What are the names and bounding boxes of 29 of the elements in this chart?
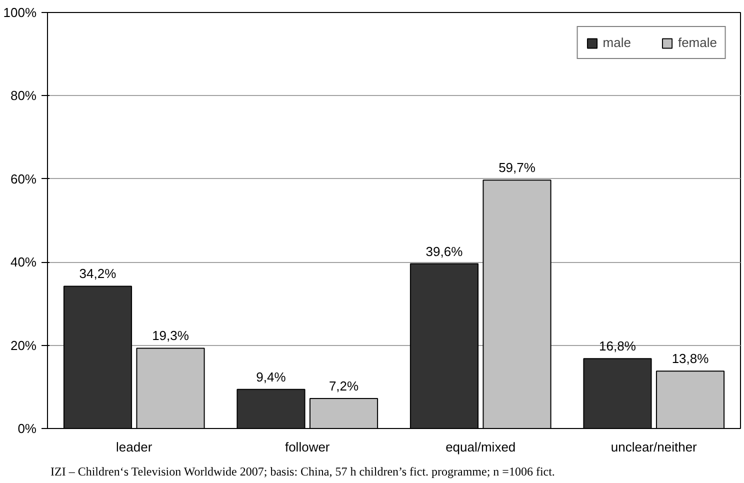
data-label: 39,6% — [426, 244, 464, 259]
y-tick-label: 100% — [3, 5, 37, 20]
bar — [136, 348, 205, 428]
data-label: 7,2% — [328, 378, 360, 394]
bar — [309, 398, 378, 428]
bar — [63, 286, 132, 428]
bar — [236, 388, 306, 428]
y-tick-label: 80% — [10, 88, 37, 104]
bar — [410, 263, 479, 428]
data-label: 13,8% — [672, 351, 710, 366]
data-label: 9,4% — [256, 369, 286, 384]
y-tick-label: 20% — [10, 338, 37, 353]
x-tick-label: equal/mixed — [446, 440, 516, 454]
x-tick-label: follower — [284, 440, 330, 454]
bar — [482, 180, 552, 428]
data-label: 16,8% — [599, 338, 636, 354]
bar — [656, 370, 725, 428]
y-tick-label: 40% — [10, 254, 37, 270]
data-label: 19,3% — [152, 328, 190, 344]
y-tick-label: 60% — [10, 171, 37, 186]
bar — [583, 358, 652, 428]
y-tick-label: 0% — [18, 421, 37, 436]
legend-label: female — [678, 35, 717, 50]
legend-label: male — [602, 35, 631, 50]
data-label: 59,7% — [498, 160, 536, 176]
x-tick-label: unclear/neither — [610, 440, 698, 454]
data-label: 34,2% — [79, 266, 117, 282]
text: IZI – Children‘s Television Worldwide 2007; basis: China, 57 h children’s fict. programme; n =1006 fict. — [50, 464, 555, 478]
x-tick-label: leader — [116, 440, 153, 454]
